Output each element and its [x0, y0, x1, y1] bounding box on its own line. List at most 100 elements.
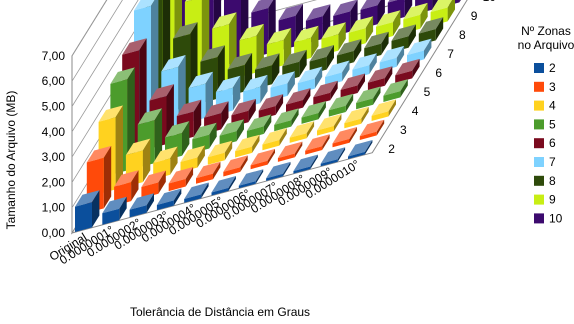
bar	[430, 0, 455, 26]
bar-side	[299, 49, 307, 77]
bar-top	[313, 80, 338, 98]
bar-top	[371, 99, 396, 116]
bar	[359, 119, 385, 140]
legend-items: 2 3 4 5 6 7 8 9 10	[534, 61, 563, 225]
bar	[262, 128, 287, 151]
bar-front	[141, 182, 159, 199]
bar	[340, 73, 365, 98]
bar	[305, 134, 330, 155]
bar-side	[221, 101, 229, 130]
legend-label: 8	[549, 174, 556, 188]
bar	[286, 88, 311, 113]
bar-front	[348, 151, 365, 159]
bar	[352, 53, 377, 79]
bar-side	[424, 38, 432, 60]
bar-top	[207, 140, 233, 158]
bar-side	[248, 98, 256, 123]
bar-side	[201, 182, 209, 199]
bar-side	[396, 45, 405, 67]
bar-top	[188, 71, 213, 89]
bar-front	[340, 85, 358, 98]
bar-side	[322, 134, 330, 150]
legend-swatch	[534, 119, 544, 130]
bar-front	[379, 57, 397, 72]
bar-top	[125, 138, 151, 156]
bar-front	[219, 131, 237, 146]
legend-label: 5	[549, 117, 556, 131]
bar	[391, 24, 416, 53]
bar	[129, 193, 154, 218]
bar-top	[173, 22, 198, 39]
bar-front	[305, 146, 323, 155]
bar-front	[129, 205, 147, 218]
bar-side	[275, 94, 284, 115]
bar-top	[149, 84, 174, 101]
bar	[235, 134, 260, 158]
bar	[289, 121, 315, 143]
bar-top	[211, 176, 236, 193]
bar-top	[223, 155, 248, 172]
legend-label: 2	[549, 61, 556, 75]
bar-top	[360, 0, 381, 10]
bar-side	[350, 0, 358, 32]
bar-front	[184, 194, 202, 203]
bar-side	[376, 119, 385, 136]
bar-side	[353, 39, 362, 63]
bar-top	[153, 146, 178, 163]
bar-front	[258, 106, 276, 120]
bar-side	[213, 161, 221, 180]
bar	[379, 45, 405, 72]
bar	[293, 154, 318, 174]
bar	[344, 106, 369, 129]
bar-side	[283, 161, 291, 177]
bar-top	[356, 86, 381, 103]
bar-side	[377, 0, 385, 25]
bar-side	[182, 121, 190, 156]
bar-side	[158, 170, 166, 194]
bar	[238, 169, 264, 189]
bar-top	[336, 39, 362, 56]
bar-side	[103, 145, 112, 209]
bar-top	[376, 10, 401, 27]
bar	[102, 196, 127, 225]
bar-top	[246, 114, 272, 131]
bar-top	[184, 182, 209, 199]
bar-side	[365, 16, 374, 44]
bar-side	[185, 167, 194, 187]
bar-top	[102, 196, 127, 214]
bar-top	[212, 12, 237, 29]
bar	[184, 182, 209, 203]
bar-top	[321, 22, 346, 39]
bar-side	[146, 193, 154, 213]
depth-tick-label: 6	[435, 66, 442, 80]
bar-top	[430, 0, 453, 13]
bar	[395, 58, 420, 83]
bar-top	[141, 170, 166, 187]
bar-front	[383, 91, 401, 102]
y-tick-label: 4,00	[42, 125, 66, 139]
bar-front	[325, 72, 343, 86]
bar-front	[266, 173, 284, 181]
bar-top	[294, 25, 319, 43]
bar-side	[263, 114, 272, 134]
bar-top	[168, 167, 194, 184]
bar	[75, 190, 100, 232]
bar-top	[98, 105, 123, 122]
bar-top	[255, 53, 280, 70]
bar-side	[142, 138, 151, 183]
bar-front	[246, 126, 264, 139]
bar-top	[250, 148, 275, 166]
legend-swatch	[534, 100, 544, 111]
bar-front	[320, 159, 338, 167]
bar-top	[75, 190, 100, 207]
bar	[168, 167, 194, 192]
bar-front	[371, 111, 389, 121]
bar-front	[344, 118, 362, 129]
bar-side	[170, 146, 178, 175]
bar-top	[328, 93, 354, 111]
bar-top	[235, 134, 260, 152]
bar-top	[86, 145, 112, 163]
bar-top	[165, 121, 190, 138]
legend-label: 7	[549, 155, 556, 169]
